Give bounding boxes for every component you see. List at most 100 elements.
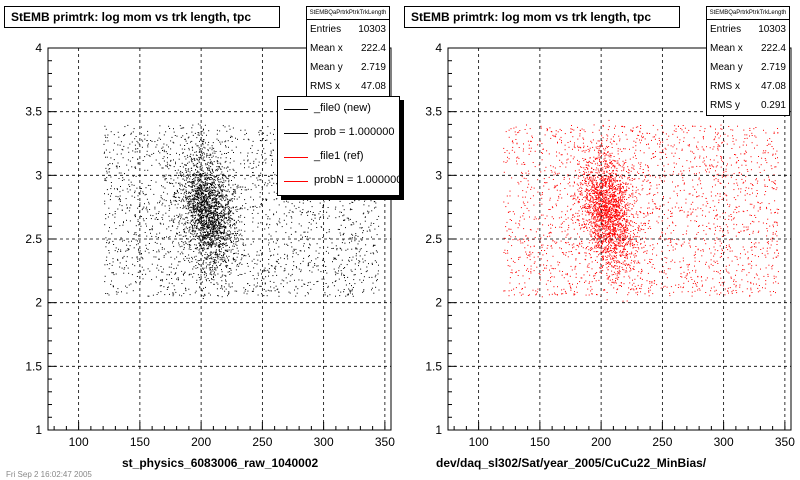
scatter-point bbox=[222, 244, 223, 246]
scatter-point bbox=[201, 140, 203, 142]
scatter-point bbox=[185, 205, 187, 207]
scatter-point bbox=[194, 188, 196, 190]
scatter-point bbox=[266, 198, 268, 200]
scatter-point bbox=[221, 191, 223, 193]
scatter-point bbox=[254, 263, 256, 264]
scatter-point bbox=[775, 276, 777, 278]
scatter-point bbox=[202, 227, 204, 229]
scatter-point bbox=[147, 169, 149, 171]
scatter-point bbox=[180, 201, 182, 203]
scatter-point bbox=[251, 152, 253, 154]
scatter-point bbox=[301, 285, 303, 287]
scatter-point bbox=[592, 198, 594, 200]
scatter-point bbox=[143, 206, 145, 208]
scatter-point bbox=[227, 201, 229, 203]
scatter-point bbox=[213, 194, 214, 196]
scatter-point bbox=[166, 193, 168, 195]
scatter-point bbox=[259, 179, 261, 181]
scatter-point bbox=[194, 178, 196, 180]
scatter-point bbox=[348, 260, 350, 262]
scatter-point bbox=[136, 244, 138, 246]
scatter-point bbox=[113, 159, 115, 161]
scatter-point bbox=[350, 208, 352, 210]
scatter-point bbox=[218, 203, 219, 205]
scatter-point bbox=[213, 199, 215, 201]
left-stats-box: StEMBQaPrtrkPtrkTrkLength Entries 10303 Me… bbox=[306, 6, 390, 97]
scatter-point bbox=[209, 237, 210, 239]
scatter-point bbox=[257, 274, 259, 276]
scatter-point bbox=[213, 279, 215, 281]
scatter-point bbox=[595, 247, 597, 249]
scatter-point bbox=[149, 185, 151, 186]
scatter-point bbox=[221, 227, 223, 229]
scatter-point bbox=[170, 202, 172, 204]
scatter-point bbox=[368, 276, 370, 278]
scatter-point bbox=[107, 193, 109, 195]
scatter-point bbox=[628, 216, 630, 217]
scatter-point bbox=[230, 249, 232, 251]
scatter-point bbox=[215, 254, 217, 256]
scatter-point bbox=[204, 228, 206, 230]
scatter-point bbox=[259, 192, 261, 194]
scatter-point bbox=[210, 294, 211, 296]
scatter-point bbox=[227, 265, 229, 267]
scatter-point bbox=[225, 205, 227, 207]
scatter-point bbox=[201, 195, 203, 197]
scatter-point bbox=[168, 252, 170, 254]
scatter-point bbox=[217, 295, 219, 297]
scatter-point bbox=[252, 167, 254, 169]
scatter-point bbox=[165, 151, 167, 153]
scatter-point bbox=[320, 226, 322, 228]
scatter-point bbox=[207, 167, 209, 169]
scatter-point bbox=[211, 278, 213, 280]
scatter-point bbox=[201, 216, 203, 218]
scatter-point bbox=[212, 191, 213, 193]
scatter-point bbox=[318, 252, 320, 254]
scatter-point bbox=[196, 235, 198, 237]
scatter-point bbox=[194, 190, 196, 191]
scatter-point bbox=[378, 289, 380, 291]
scatter-point bbox=[181, 283, 183, 284]
scatter-point bbox=[108, 230, 110, 232]
scatter-point bbox=[220, 264, 221, 266]
stats-label: Mean y bbox=[310, 62, 343, 73]
scatter-point bbox=[191, 179, 193, 180]
scatter-point bbox=[208, 196, 210, 198]
scatter-point bbox=[186, 201, 188, 203]
scatter-point bbox=[194, 224, 196, 226]
scatter-point bbox=[185, 199, 187, 201]
scatter-point bbox=[183, 193, 185, 195]
scatter-point bbox=[146, 154, 148, 156]
scatter-point bbox=[205, 191, 207, 192]
scatter-point bbox=[199, 183, 201, 185]
scatter-point bbox=[199, 229, 201, 231]
scatter-point bbox=[322, 206, 324, 208]
scatter-point bbox=[309, 243, 310, 245]
scatter-point bbox=[185, 207, 187, 209]
scatter-point bbox=[203, 187, 205, 189]
scatter-point bbox=[635, 155, 636, 157]
scatter-point bbox=[161, 204, 163, 206]
scatter-point bbox=[197, 214, 199, 216]
scatter-point bbox=[185, 172, 187, 173]
scatter-point bbox=[193, 198, 195, 200]
scatter-point bbox=[369, 229, 371, 231]
scatter-point bbox=[213, 261, 215, 263]
scatter-point bbox=[214, 246, 216, 248]
scatter-point bbox=[204, 185, 206, 187]
scatter-point bbox=[177, 177, 179, 179]
scatter-point bbox=[208, 165, 210, 167]
scatter-point bbox=[268, 242, 270, 244]
scatter-point bbox=[198, 201, 200, 203]
scatter-point bbox=[205, 176, 207, 178]
scatter-point bbox=[352, 202, 354, 203]
scatter-point bbox=[349, 237, 351, 239]
scatter-point bbox=[201, 212, 202, 214]
scatter-point bbox=[187, 220, 189, 221]
scatter-point bbox=[104, 264, 106, 266]
scatter-point bbox=[322, 237, 324, 238]
scatter-point bbox=[195, 154, 197, 156]
scatter-point bbox=[184, 260, 186, 261]
scatter-point bbox=[692, 201, 694, 203]
scatter-point bbox=[716, 134, 718, 136]
